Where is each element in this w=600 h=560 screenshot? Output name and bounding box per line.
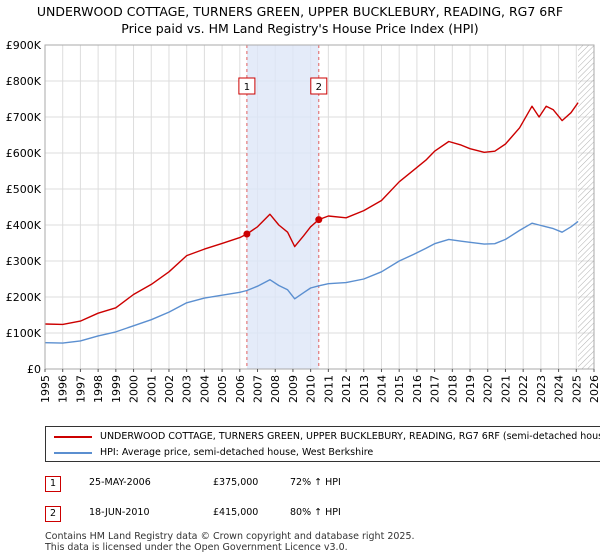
series-group [45,102,579,344]
x-axis-ticks: 1995 1996 1997 1998 1999 2000 2001 2002 2003 2004… [39,369,600,403]
legend-line-red [54,435,92,438]
sale-label-text: 1 [244,82,250,93]
property-price-line [45,102,579,326]
transaction-badge: 2 [45,506,61,522]
x-tick-label: 2001 [145,375,158,403]
legend-item-property: UNDERWOOD COTTAGE, TURNERS GREEN, UPPER … [54,431,600,445]
transaction-price: £375,000 [213,477,259,488]
price-chart: £0 £100K £200K £300K £400K £500K £600K £700K £80… [6,39,600,403]
transaction-price: £415,000 [213,507,259,518]
x-tick-label: 2004 [198,375,211,403]
x-tick-label: 2020 [482,375,495,403]
sale-label-text: 2 [316,82,322,93]
x-tick-label: 2017 [429,375,442,403]
x-tick-label: 2013 [358,375,371,403]
x-tick-label: 2025 [570,375,583,403]
chart-title: UNDERWOOD COTTAGE, TURNERS GREEN, UPPER … [0,3,600,37]
legend-item-hpi: HPI: Average price, semi-detached house,… [54,447,373,461]
transaction-hpi: 80% ↑ HPI [290,507,341,518]
x-tick-label: 2008 [269,375,282,403]
x-tick-label: 2010 [305,375,318,403]
footer: Contains HM Land Registry data © Crown c… [45,531,415,553]
x-tick-label: 2012 [340,375,353,403]
x-tick-label: 2014 [375,375,388,403]
y-tick-label: £0 [27,363,41,376]
x-tick-label: 2005 [216,375,229,403]
footer-line1: Contains HM Land Registry data © Crown c… [45,531,415,542]
chart-title-line1: UNDERWOOD COTTAGE, TURNERS GREEN, UPPER … [36,4,564,19]
x-tick-label: 2011 [322,375,335,403]
x-tick-label: 1998 [92,375,105,403]
x-tick-label: 2022 [517,375,530,403]
y-tick-label: £100K [6,327,42,340]
legend-label-hpi: HPI: Average price, semi-detached house,… [100,447,374,458]
chart-title-line2: Price paid vs. HM Land Registry's House … [121,21,479,36]
grid [44,44,595,370]
x-tick-label: 1995 [39,375,52,403]
y-tick-label: £200K [6,291,42,304]
plot-background [45,45,594,369]
x-tick-label: 1996 [57,375,70,403]
x-tick-label: 1999 [110,375,123,403]
x-tick-label: 1997 [74,375,87,403]
y-axis-ticks: £0 £100K £200K £300K £400K £500K £600K £700K £80… [6,39,42,376]
y-tick-label: £900K [6,39,42,52]
transaction-date: 18-JUN-2010 [89,507,150,518]
y-tick-label: £400K [6,219,42,232]
y-tick-label: £700K [6,111,42,124]
x-tick-label: 2019 [464,375,477,403]
x-tick-label: 2016 [411,375,424,403]
y-tick-label: £500K [6,183,42,196]
footer-line2: This data is licensed under the Open Gov… [45,542,348,553]
sale-point [243,230,251,238]
forecast-hatch [578,45,594,369]
x-tick-label: 2009 [287,375,300,403]
x-tick-label: 2024 [553,375,566,403]
transaction-hpi: 72% ↑ HPI [290,477,341,488]
shaded-period [246,45,594,369]
x-tick-label: 2015 [393,375,406,403]
x-tick-label: 2023 [535,375,548,403]
legend-label-property: UNDERWOOD COTTAGE, TURNERS GREEN, UPPER … [100,431,600,442]
x-tick-label: 2000 [128,375,141,403]
x-tick-label: 2006 [234,375,247,403]
sale-point [315,216,323,224]
x-tick-label: 2003 [181,375,194,403]
x-tick-label: 2007 [252,375,265,403]
x-tick-label: 2002 [163,375,176,403]
y-tick-label: £800K [6,75,42,88]
y-tick-label: £600K [6,147,42,160]
legend-line-blue [54,451,92,454]
plot-border [44,44,595,370]
hpi-line [45,220,579,344]
legend: UNDERWOOD COTTAGE, TURNERS GREEN, UPPER … [45,426,600,462]
transaction-date: 25-MAY-2006 [89,477,151,488]
transaction-badge: 1 [45,476,61,492]
x-tick-label: 2021 [499,375,512,403]
x-tick-label: 2026 [588,375,600,403]
sale-label-box [238,77,256,95]
ownership-period-band [246,45,319,369]
sale-label-box [310,77,328,95]
x-tick-label: 2018 [446,375,459,403]
y-tick-label: £300K [6,255,42,268]
